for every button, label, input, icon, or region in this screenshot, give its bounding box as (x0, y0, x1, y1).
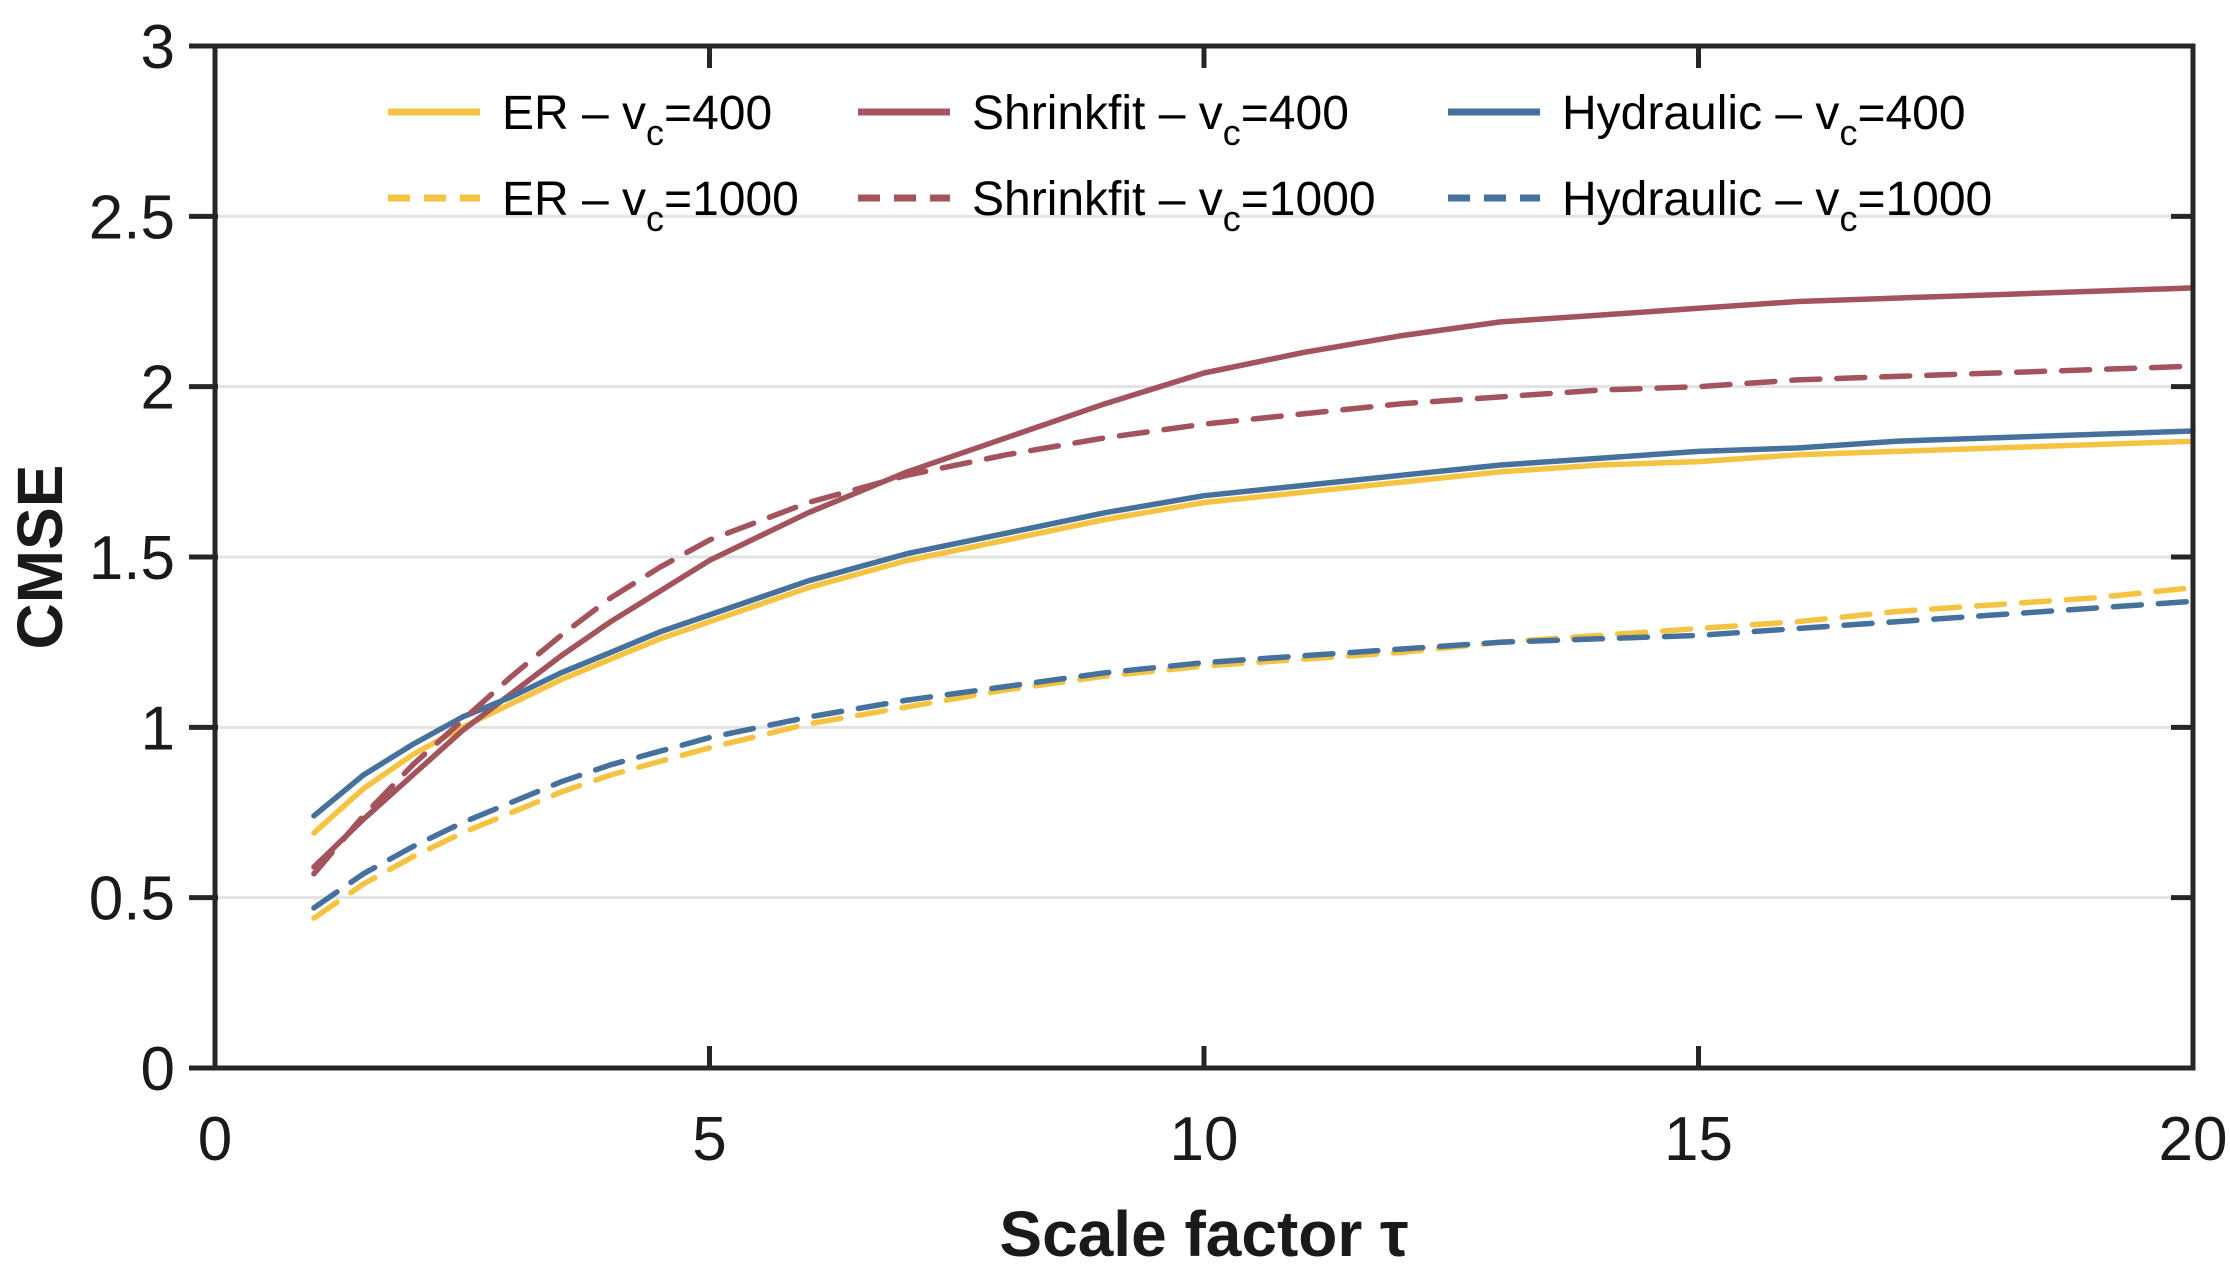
legend-label: ER – vc=400 (502, 87, 772, 153)
legend-label: Shrinkfit – vc=400 (972, 87, 1349, 153)
legend-entry-er-vc-400: ER – vc=400 (388, 87, 772, 153)
x-tick-label: 10 (1170, 1105, 1239, 1174)
y-tick-label: 3 (141, 13, 175, 82)
legend-label: Hydraulic – vc=1000 (1562, 173, 1992, 239)
series-line-hydraulic-vc-1000 (311, 598, 2196, 911)
x-tick-label: 5 (692, 1105, 726, 1174)
series-line-hydraulic-vc-400 (311, 428, 2196, 819)
x-tick-label: 20 (2159, 1105, 2228, 1174)
legend-entry-hydraulic-vc-1000: Hydraulic – vc=1000 (1448, 173, 1992, 239)
y-tick-label: 1.5 (89, 524, 175, 593)
series-line-shrinkfit-vc-1000 (311, 363, 2196, 877)
y-tick-label: 2.5 (89, 183, 175, 252)
legend-entry-er-vc-1000: ER – vc=1000 (388, 173, 799, 239)
x-tick-label: 0 (198, 1105, 232, 1174)
series-layer (311, 285, 2196, 921)
x-axis-label: Scale factor τ (999, 1198, 1408, 1270)
legend: ER – vc=400 Shrinkfit – vc=400 Hydraulic –… (388, 87, 1992, 239)
y-tick-label: 0 (141, 1035, 175, 1104)
legend-label: Shrinkfit – vc=1000 (972, 173, 1376, 239)
tick-label-layer: 0 5 10 15 20 0 0.5 1 1.5 2 2.5 3 (89, 13, 2228, 1174)
gridline-layer (215, 214, 2193, 900)
legend-label: Hydraulic – vc=400 (1562, 87, 1966, 153)
legend-entry-shrinkfit-vc-400: Shrinkfit – vc=400 (858, 87, 1349, 153)
series-line-er-vc-400 (311, 438, 2196, 836)
legend-entry-shrinkfit-vc-1000: Shrinkfit – vc=1000 (858, 173, 1376, 239)
x-tick-label: 15 (1664, 1105, 1733, 1174)
y-axis-label: CMSE (4, 465, 76, 650)
legend-entry-hydraulic-vc-400: Hydraulic – vc=400 (1448, 87, 1966, 153)
y-tick-label: 0.5 (89, 865, 175, 934)
axis-layer (189, 43, 2196, 1071)
series-line-er-vc-1000 (311, 584, 2196, 921)
y-tick-label: 2 (141, 354, 175, 423)
y-tick-label: 1 (141, 694, 175, 763)
legend-label: ER – vc=1000 (502, 173, 799, 239)
